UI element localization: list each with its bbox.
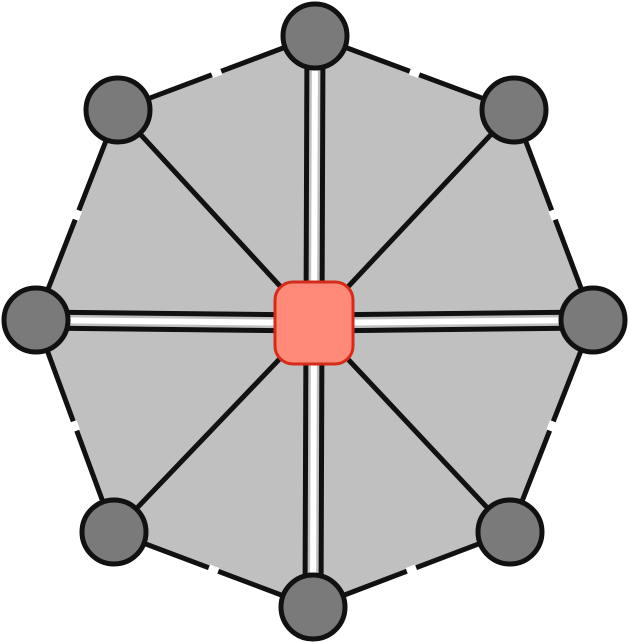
node-top-left <box>83 75 153 145</box>
node-bottom-left <box>79 497 149 567</box>
edge-tick-bottom-right <box>405 564 418 575</box>
edge-tick-bottom-left <box>69 420 81 432</box>
double-spoke-top-line-1 <box>319 33 326 326</box>
node-bottom-right <box>475 497 545 567</box>
edge-tick-top-left <box>210 67 223 79</box>
double-spoke-top-gap <box>311 35 318 324</box>
double-spoke-bottom-gap <box>310 322 317 608</box>
node-top-right <box>479 75 549 145</box>
double-spoke-right-line-1 <box>311 325 596 334</box>
double-spoke-bottom-line-2 <box>318 320 325 610</box>
node-right <box>558 285 628 355</box>
edge-tick-top-right <box>548 209 559 221</box>
double-spoke-right-line-2 <box>311 309 596 318</box>
double-spoke-right-gap <box>313 317 594 326</box>
hub-node-center <box>273 280 355 366</box>
double-spoke-left-line-1 <box>33 309 317 318</box>
edge-tick-top <box>408 67 421 79</box>
edge-tick-left <box>71 209 83 221</box>
double-spoke-left-line-2 <box>33 325 317 334</box>
node-left <box>1 285 71 355</box>
edge-tick-right <box>546 420 557 432</box>
double-spoke-left-gap <box>35 317 315 326</box>
node-top <box>280 1 350 71</box>
double-spoke-top-line-2 <box>303 33 310 326</box>
double-spoke-bottom-line-1 <box>302 320 309 610</box>
node-bottom <box>278 572 348 642</box>
edge-tick-bottom <box>207 564 220 575</box>
